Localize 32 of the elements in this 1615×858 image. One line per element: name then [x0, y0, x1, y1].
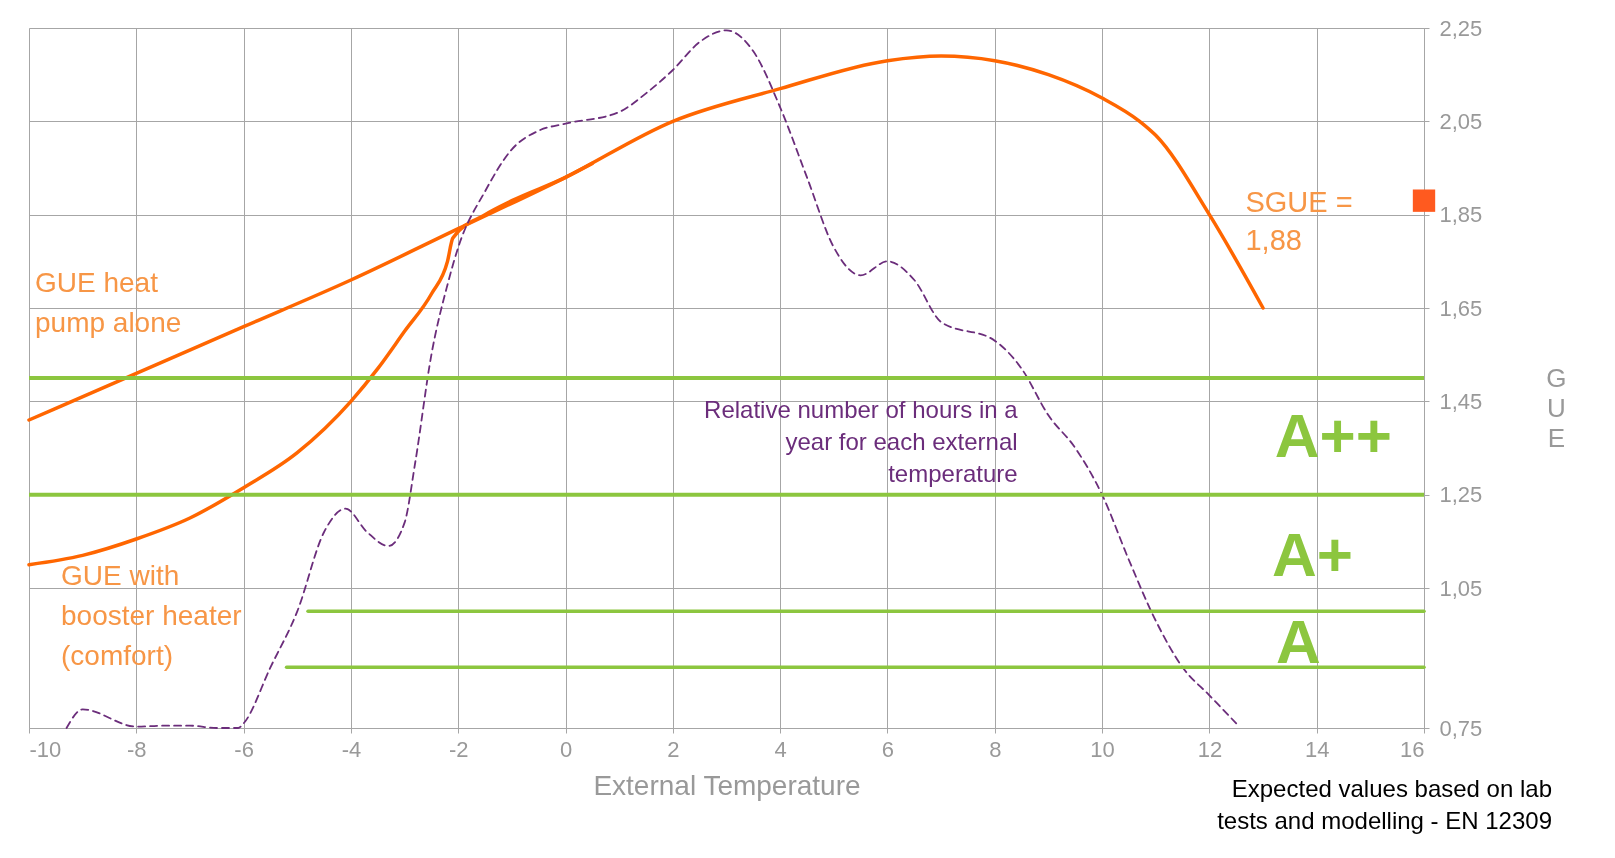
y-axis-title: GUE: [1546, 362, 1567, 453]
x-tick-label: -10: [29, 736, 62, 762]
series-label: Relative number of hours in a year for each external temperature: [704, 395, 1019, 487]
annotation: A+: [1271, 519, 1353, 589]
x-tick-label: 12: [1197, 736, 1223, 762]
y-tick-label: 1,05: [1439, 575, 1483, 601]
text: Expected values based on lab tests and modelling - EN 12309: [1217, 775, 1552, 834]
y-tick-label: 1,65: [1439, 295, 1483, 321]
x-tick-label: -6: [234, 736, 254, 762]
x-tick-label: -2: [448, 736, 469, 762]
x-tick-label: 0: [559, 736, 573, 762]
annotation: SGUE = 1,88: [1245, 186, 1353, 256]
series-label: GUE heat pump alone: [35, 267, 182, 338]
x-tick-label: -8: [127, 736, 147, 762]
x-tick-label: 4: [774, 736, 787, 762]
y-tick-label: 1,45: [1439, 388, 1483, 414]
x-tick-label: 2: [667, 736, 680, 762]
annotation: A++: [1274, 400, 1392, 470]
annotation: A: [1276, 607, 1321, 676]
x-axis-title: External Temperature: [593, 769, 861, 801]
x-tick-label: 8: [989, 736, 1002, 762]
x-tick-label: 10: [1090, 736, 1115, 762]
y-tick-label: 1,85: [1439, 202, 1483, 228]
x-tick-label: 16: [1400, 736, 1425, 762]
x-tick-label: 14: [1304, 736, 1330, 762]
y-tick-label: 2,05: [1439, 108, 1483, 134]
series-label: GUE with booster heater (comfort): [61, 559, 242, 671]
y-tick-label: 0,75: [1439, 715, 1483, 741]
y-tick-label: 2,25: [1439, 15, 1483, 41]
x-tick-label: 6: [881, 736, 895, 762]
x-tick-label: -4: [341, 736, 362, 762]
y-tick-label: 1,25: [1439, 482, 1483, 508]
